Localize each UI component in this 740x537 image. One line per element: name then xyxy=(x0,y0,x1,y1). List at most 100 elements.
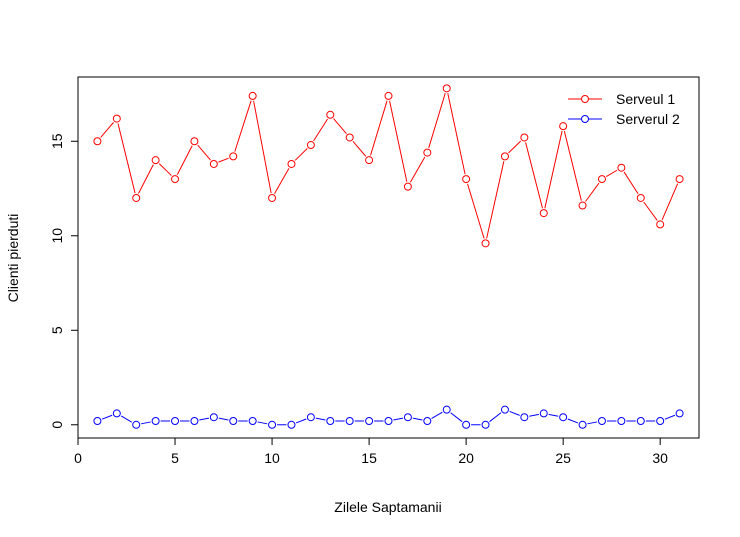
series-segment xyxy=(313,118,329,142)
y-axis: 0 5 10 15 xyxy=(49,133,79,429)
data-point xyxy=(675,409,684,418)
x-tick-label: 20 xyxy=(458,450,474,466)
data-point xyxy=(268,193,277,202)
series-segment xyxy=(529,413,539,417)
data-point xyxy=(597,416,606,425)
data-point xyxy=(306,413,315,422)
data-point xyxy=(520,133,529,142)
data-point xyxy=(578,201,587,210)
series-segment xyxy=(587,421,598,425)
series-segment xyxy=(257,421,268,425)
x-tick-label: 10 xyxy=(264,450,280,466)
x-tick-label: 5 xyxy=(171,450,179,466)
legend: Serveul 1 Serverul 2 xyxy=(568,91,680,127)
series-segment xyxy=(447,93,466,175)
series-segment xyxy=(117,123,136,194)
series-segment xyxy=(120,415,133,423)
data-point xyxy=(423,148,432,157)
data-point xyxy=(93,137,102,146)
series-segment xyxy=(643,201,658,221)
x-axis-label: Zilele Saptamanii xyxy=(334,499,441,515)
series-segment xyxy=(315,417,326,421)
data-point xyxy=(617,416,626,425)
x-axis: 0 5 10 15 20 25 30 xyxy=(74,437,668,466)
data-point xyxy=(190,137,199,146)
data-point xyxy=(345,133,354,142)
data-point xyxy=(190,416,199,425)
data-point xyxy=(656,416,665,425)
series-segment xyxy=(467,183,485,239)
legend-marker-series-1 xyxy=(581,95,589,103)
data-point xyxy=(578,420,587,429)
data-point xyxy=(171,175,180,184)
series-segment xyxy=(218,157,229,163)
data-point xyxy=(326,416,335,425)
series-segment xyxy=(253,100,272,194)
data-point xyxy=(365,156,374,165)
data-point xyxy=(539,209,548,218)
series-segment xyxy=(370,100,388,156)
series-segment xyxy=(389,100,408,182)
series-segment xyxy=(199,417,210,421)
data-point xyxy=(481,420,490,429)
data-point xyxy=(597,175,606,184)
data-point xyxy=(539,409,548,418)
data-point xyxy=(442,405,451,414)
data-point xyxy=(132,420,141,429)
series-1 xyxy=(93,84,684,248)
series-segment xyxy=(412,417,423,421)
legend-label-series-2: Serverul 2 xyxy=(616,111,680,127)
data-point xyxy=(306,141,315,150)
series-segment xyxy=(428,92,446,148)
data-point xyxy=(151,416,160,425)
data-point xyxy=(268,420,277,429)
x-tick-label: 0 xyxy=(74,450,82,466)
data-point xyxy=(112,114,121,123)
data-point xyxy=(403,413,412,422)
series-2 xyxy=(93,405,684,429)
data-point xyxy=(209,159,218,168)
series-segment xyxy=(274,168,290,194)
data-point xyxy=(675,175,684,184)
data-point xyxy=(520,413,529,422)
x-tick-label: 15 xyxy=(361,450,377,466)
data-point xyxy=(384,416,393,425)
series-segment xyxy=(352,140,367,157)
data-point xyxy=(287,420,296,429)
series-segment xyxy=(197,144,211,161)
series-segment xyxy=(431,411,443,419)
data-point xyxy=(462,175,471,184)
data-point xyxy=(481,239,490,248)
y-axis-label: Clienti pierduti xyxy=(5,214,21,303)
data-point xyxy=(423,416,432,425)
data-point xyxy=(559,122,568,131)
series-segment xyxy=(393,417,404,421)
series-segment xyxy=(489,412,502,423)
legend-label-series-1: Serveul 1 xyxy=(616,91,675,107)
data-point xyxy=(403,182,412,191)
series-segment xyxy=(295,418,307,424)
series-segment xyxy=(563,130,582,201)
y-tick-label: 0 xyxy=(49,421,65,429)
series-segment xyxy=(623,171,639,195)
series-segment xyxy=(218,417,229,421)
data-point xyxy=(559,413,568,422)
series-segment xyxy=(333,118,347,135)
series-segment xyxy=(100,122,114,138)
data-point xyxy=(384,91,393,100)
data-point xyxy=(209,413,218,422)
series-segment xyxy=(176,145,193,175)
series-segment xyxy=(525,142,543,209)
y-tick-label: 15 xyxy=(49,133,65,149)
data-point xyxy=(229,152,238,161)
data-point xyxy=(462,420,471,429)
data-point xyxy=(287,159,296,168)
data-point xyxy=(248,91,257,100)
series-segment xyxy=(234,100,252,152)
x-tick-label: 25 xyxy=(555,450,571,466)
legend-marker-series-2 xyxy=(581,115,589,123)
data-point xyxy=(248,416,257,425)
data-point xyxy=(345,416,354,425)
data-point xyxy=(229,416,238,425)
